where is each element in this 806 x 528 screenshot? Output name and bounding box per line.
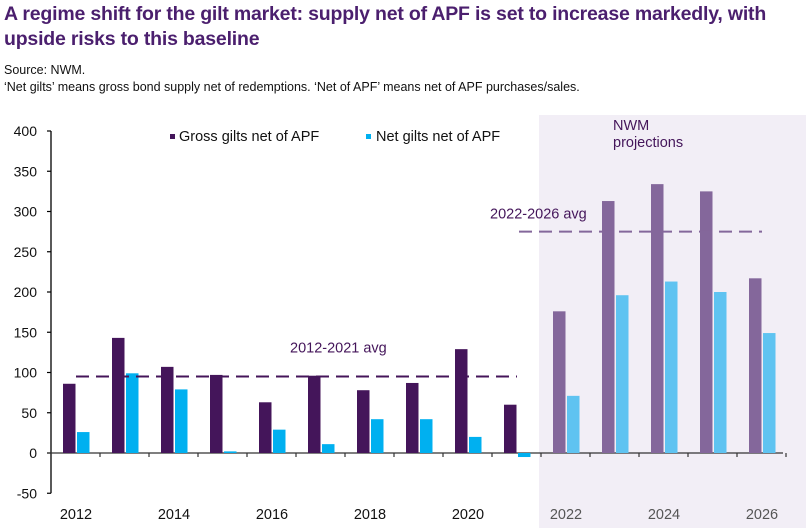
bar-gross-2026 [749, 278, 762, 453]
bar-gross-2025 [700, 191, 713, 453]
x-tick-label: 2022 [550, 507, 582, 523]
bar-gross-2013 [112, 337, 125, 453]
y-tick-label: 0 [29, 445, 37, 461]
definition-note: ‘Net gilts’ means gross bond supply net … [4, 80, 580, 94]
source-note: Source: NWM. [4, 63, 86, 77]
bar-gross-2015 [210, 374, 223, 453]
bar-net-2018 [371, 419, 384, 453]
x-tick-label: 2018 [354, 507, 386, 523]
y-tick-label: 400 [14, 123, 38, 139]
bar-net-2012 [77, 432, 90, 453]
y-tick-label: -50 [17, 485, 37, 501]
x-tick-label: 2024 [648, 507, 680, 523]
bar-gross-2019 [406, 382, 419, 453]
bar-gross-2022 [553, 311, 566, 453]
bar-net-2013 [126, 373, 139, 453]
legend-swatch-gross [170, 134, 175, 139]
bar-net-2017 [322, 444, 335, 453]
bar-gross-2016 [259, 402, 272, 453]
y-tick-label: 250 [14, 244, 38, 260]
x-tick-label: 2026 [746, 507, 778, 523]
bar-net-2026 [763, 333, 776, 453]
legend-swatch-net [366, 134, 371, 139]
bar-net-2016 [273, 429, 286, 453]
bar-net-2024 [665, 281, 678, 453]
average-label-2: 2022-2026 avg [490, 207, 587, 223]
x-tick-label: 2014 [158, 507, 190, 523]
bar-gross-2021 [504, 404, 517, 453]
bar-net-2015 [224, 451, 237, 453]
bar-net-2023 [616, 295, 629, 453]
y-tick-label: 150 [14, 324, 38, 340]
bar-gross-2012 [63, 383, 76, 453]
y-tick-label: 100 [14, 365, 38, 381]
x-tick-label: 2012 [60, 507, 92, 523]
bar-net-2020 [469, 436, 482, 453]
bar-net-2019 [420, 419, 433, 453]
bar-gross-2020 [455, 349, 468, 453]
bar-net-2021 [518, 453, 531, 458]
y-tick-label: 350 [14, 163, 38, 179]
legend-label-net: Net gilts net of APF [376, 129, 500, 145]
x-tick-label: 2020 [452, 507, 484, 523]
bar-net-2014 [175, 389, 188, 453]
bar-chart: -50 0 50 100 150 200 250 300 350 400 2012 2014 2016 2… [14, 115, 806, 528]
bar-gross-2017 [308, 375, 321, 453]
legend-label-gross: Gross gilts net of APF [179, 129, 319, 145]
y-tick-label: 300 [14, 204, 38, 220]
x-tick-label: 2016 [256, 507, 288, 523]
bar-gross-2014 [161, 366, 174, 453]
average-label-1: 2012-2021 avg [290, 341, 387, 357]
projection-label: projections [613, 135, 683, 151]
bar-gross-2023 [602, 201, 615, 453]
bar-gross-2018 [357, 390, 370, 453]
projection-label: NWM [613, 118, 649, 134]
chart-title: A regime shift for the gilt market: supp… [4, 3, 767, 50]
bar-net-2022 [567, 395, 580, 453]
y-tick-label: 50 [21, 405, 37, 421]
bar-gross-2024 [651, 184, 664, 453]
bar-net-2025 [714, 292, 727, 453]
y-tick-label: 200 [14, 284, 38, 300]
